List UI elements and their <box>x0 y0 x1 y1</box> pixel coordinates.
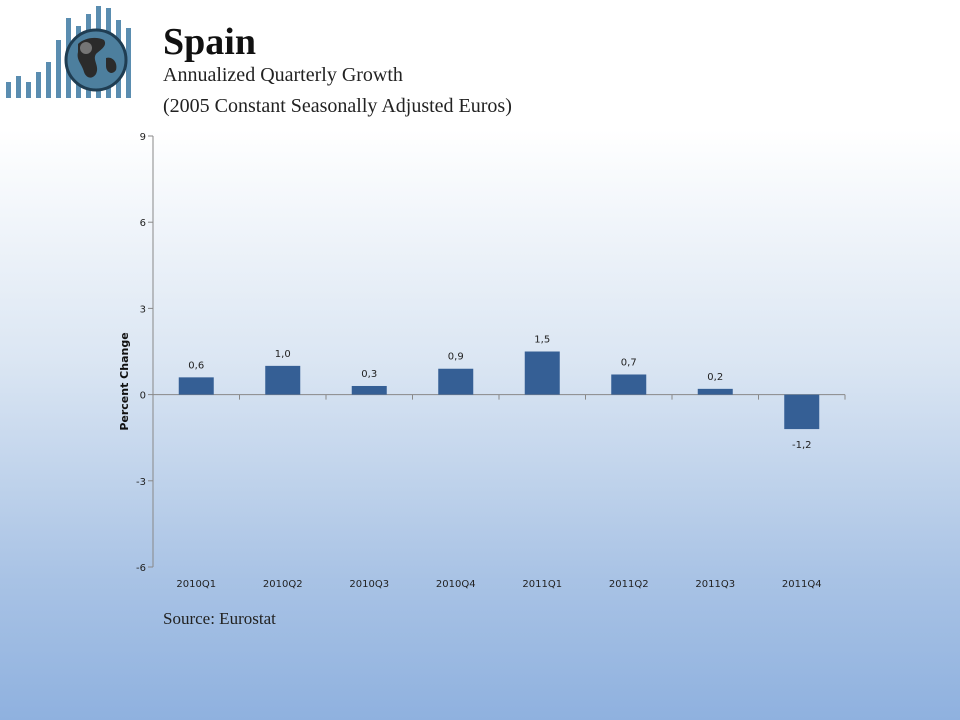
data-label: 1,0 <box>275 349 291 360</box>
globe-bars-logo <box>6 6 131 98</box>
x-tick-label: 2010Q2 <box>263 579 303 590</box>
x-tick-label: 2010Q1 <box>176 579 216 590</box>
bar-2010Q4 <box>438 368 474 395</box>
x-tick-label: 2011Q1 <box>522 579 562 590</box>
chart-subtitle: Annualized Quarterly Growth <box>163 64 403 86</box>
y-tick-label: 9 <box>140 132 146 143</box>
x-tick-label: 2011Q2 <box>609 579 649 590</box>
data-label: 1,5 <box>534 335 550 346</box>
bar-2011Q1 <box>524 351 560 395</box>
y-tick-label: 6 <box>140 218 146 229</box>
bar-2011Q4 <box>784 394 820 430</box>
bar-2010Q3 <box>351 385 387 395</box>
data-label: 0,6 <box>188 360 204 371</box>
y-axis-title: Percent Change <box>118 332 131 430</box>
data-label: 0,2 <box>707 372 723 383</box>
y-tick-label: -3 <box>136 477 146 488</box>
x-tick-label: 2011Q4 <box>782 579 822 590</box>
bar-2011Q3 <box>697 388 733 395</box>
bar-2010Q2 <box>265 365 301 395</box>
data-label: 0,7 <box>621 357 637 368</box>
data-label: 0,9 <box>448 352 464 363</box>
page-title: Spain <box>163 21 256 63</box>
y-tick-label: -6 <box>136 563 146 574</box>
x-tick-label: 2011Q3 <box>695 579 735 590</box>
bar-2010Q1 <box>178 377 214 395</box>
y-tick-label: 0 <box>140 391 146 402</box>
chart-subtitle-units: (2005 Constant Seasonally Adjusted Euros… <box>163 95 512 117</box>
y-tick-label: 3 <box>140 304 146 315</box>
x-tick-label: 2010Q4 <box>436 579 476 590</box>
source-note: Source: Eurostat <box>163 609 276 628</box>
data-label: 0,3 <box>361 369 377 380</box>
x-tick-label: 2010Q3 <box>349 579 389 590</box>
bar-2011Q2 <box>611 374 647 395</box>
data-label: -1,2 <box>792 440 812 451</box>
